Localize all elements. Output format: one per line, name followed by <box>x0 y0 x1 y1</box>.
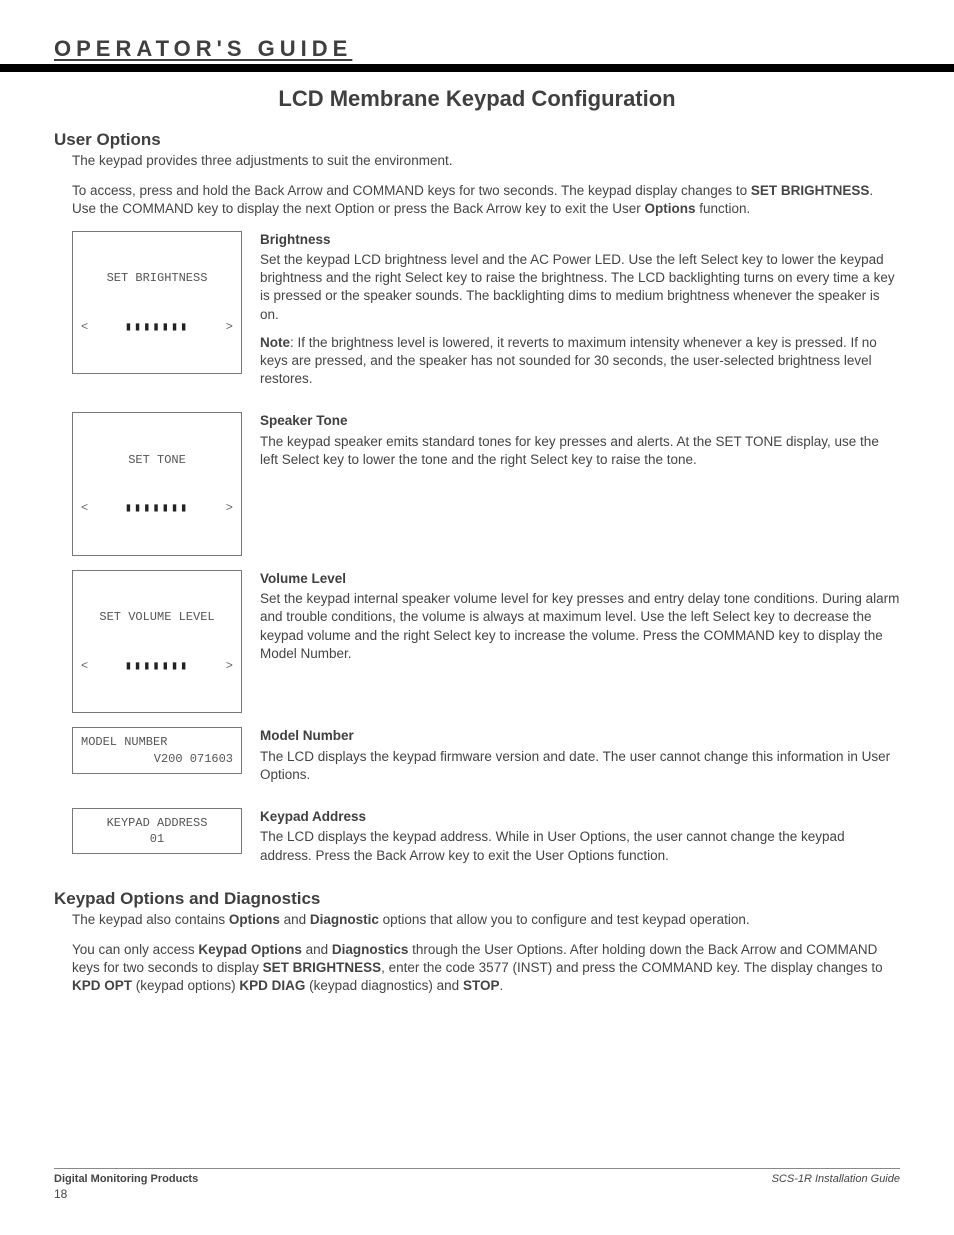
lcd-line2: V200 071603 <box>79 751 235 767</box>
brightness-desc: Brightness Set the keypad LCD brightness… <box>260 231 900 399</box>
diagnostics-bold: Diagnostics <box>332 942 409 957</box>
left-arrow-icon: < <box>81 319 88 335</box>
lcd-line1: KEYPAD ADDRESS <box>79 815 235 831</box>
text: To access, press and hold the Back Arrow… <box>72 183 751 198</box>
user-options-access: To access, press and hold the Back Arrow… <box>72 182 900 218</box>
header-divider <box>0 64 954 72</box>
volume-para: Set the keypad internal speaker volume l… <box>260 590 900 663</box>
text: function. <box>695 201 750 216</box>
diagnostics-p1: The keypad also contains Options and Dia… <box>72 911 900 929</box>
text: You can only access <box>72 942 198 957</box>
model-para: The LCD displays the keypad firmware ver… <box>260 748 900 784</box>
model-desc: Model Number The LCD displays the keypad… <box>260 727 900 794</box>
address-row: KEYPAD ADDRESS 01 Keypad Address The LCD… <box>72 808 900 875</box>
text: (keypad diagnostics) and <box>305 978 463 993</box>
stop-bold: STOP <box>463 978 500 993</box>
level-bars: ▮▮▮▮▮▮▮ <box>125 319 190 335</box>
left-arrow-icon: < <box>81 658 88 674</box>
guide-header: OPERATOR'S GUIDE <box>54 36 900 62</box>
text: and <box>280 912 310 927</box>
lcd-volume: SET VOLUME LEVEL < ▮▮▮▮▮▮▮ > <box>72 570 242 714</box>
lcd-brightness: SET BRIGHTNESS < ▮▮▮▮▮▮▮ > <box>72 231 242 375</box>
right-arrow-icon: > <box>226 319 233 335</box>
lcd-line2: < ▮▮▮▮▮▮▮ > <box>79 658 235 674</box>
diagnostics-heading: Keypad Options and Diagnostics <box>54 889 900 909</box>
footer-right: SCS-1R Installation Guide <box>772 1173 900 1185</box>
model-heading: Model Number <box>260 727 900 745</box>
diagnostic-bold: Diagnostic <box>310 912 379 927</box>
right-arrow-icon: > <box>226 500 233 516</box>
set-brightness-bold: SET BRIGHTNESS <box>751 183 870 198</box>
lcd-line2: < ▮▮▮▮▮▮▮ > <box>79 319 235 335</box>
footer-left: Digital Monitoring Products <box>54 1173 198 1185</box>
volume-heading: Volume Level <box>260 570 900 588</box>
brightness-para1: Set the keypad LCD brightness level and … <box>260 251 900 324</box>
text: options that allow you to configure and … <box>379 912 750 927</box>
text: , enter the code 3577 (INST) and press t… <box>381 960 883 975</box>
options-bold: Options <box>229 912 280 927</box>
footer-row: Digital Monitoring Products SCS-1R Insta… <box>54 1173 900 1185</box>
text: and <box>302 942 332 957</box>
lcd-line2: 01 <box>79 831 235 847</box>
address-heading: Keypad Address <box>260 808 900 826</box>
page-number: 18 <box>54 1187 900 1201</box>
set-brightness-bold: SET BRIGHTNESS <box>263 960 382 975</box>
address-para: The LCD displays the keypad address. Whi… <box>260 828 900 864</box>
volume-row: SET VOLUME LEVEL < ▮▮▮▮▮▮▮ > Volume Leve… <box>72 570 900 714</box>
model-row: MODEL NUMBER V200 071603 Model Number Th… <box>72 727 900 794</box>
lcd-line1: SET TONE <box>79 452 235 468</box>
options-bold: Options <box>644 201 695 216</box>
lcd-address: KEYPAD ADDRESS 01 <box>72 808 242 854</box>
left-arrow-icon: < <box>81 500 88 516</box>
right-arrow-icon: > <box>226 658 233 674</box>
lcd-line1: SET VOLUME LEVEL <box>79 609 235 625</box>
kpd-diag-bold: KPD DIAG <box>239 978 305 993</box>
brightness-note: Note: If the brightness level is lowered… <box>260 334 900 389</box>
diagnostics-p2: You can only access Keypad Options and D… <box>72 941 900 996</box>
address-desc: Keypad Address The LCD displays the keyp… <box>260 808 900 875</box>
tone-heading: Speaker Tone <box>260 412 900 430</box>
lcd-line1: MODEL NUMBER <box>79 734 235 750</box>
user-options-intro: The keypad provides three adjustments to… <box>72 152 900 170</box>
user-options-heading: User Options <box>54 130 900 150</box>
brightness-row: SET BRIGHTNESS < ▮▮▮▮▮▮▮ > Brightness Se… <box>72 231 900 399</box>
lcd-line1: SET BRIGHTNESS <box>79 270 235 286</box>
text: The keypad also contains <box>72 912 229 927</box>
level-bars: ▮▮▮▮▮▮▮ <box>125 658 190 674</box>
note-label: Note <box>260 335 290 350</box>
level-bars: ▮▮▮▮▮▮▮ <box>125 500 190 516</box>
page-footer: Digital Monitoring Products SCS-1R Insta… <box>54 1168 900 1201</box>
lcd-tone: SET TONE < ▮▮▮▮▮▮▮ > <box>72 412 242 556</box>
page-title: LCD Membrane Keypad Configuration <box>54 86 900 112</box>
text: . <box>499 978 503 993</box>
text: (keypad options) <box>132 978 239 993</box>
tone-desc: Speaker Tone The keypad speaker emits st… <box>260 412 900 479</box>
lcd-line2: < ▮▮▮▮▮▮▮ > <box>79 500 235 516</box>
tone-row: SET TONE < ▮▮▮▮▮▮▮ > Speaker Tone The ke… <box>72 412 900 556</box>
keypad-options-bold: Keypad Options <box>198 942 302 957</box>
note-text: : If the brightness level is lowered, it… <box>260 335 877 386</box>
tone-para: The keypad speaker emits standard tones … <box>260 433 900 469</box>
volume-desc: Volume Level Set the keypad internal spe… <box>260 570 900 673</box>
lcd-model: MODEL NUMBER V200 071603 <box>72 727 242 773</box>
kpd-opt-bold: KPD OPT <box>72 978 132 993</box>
footer-divider <box>54 1168 900 1169</box>
brightness-heading: Brightness <box>260 231 900 249</box>
